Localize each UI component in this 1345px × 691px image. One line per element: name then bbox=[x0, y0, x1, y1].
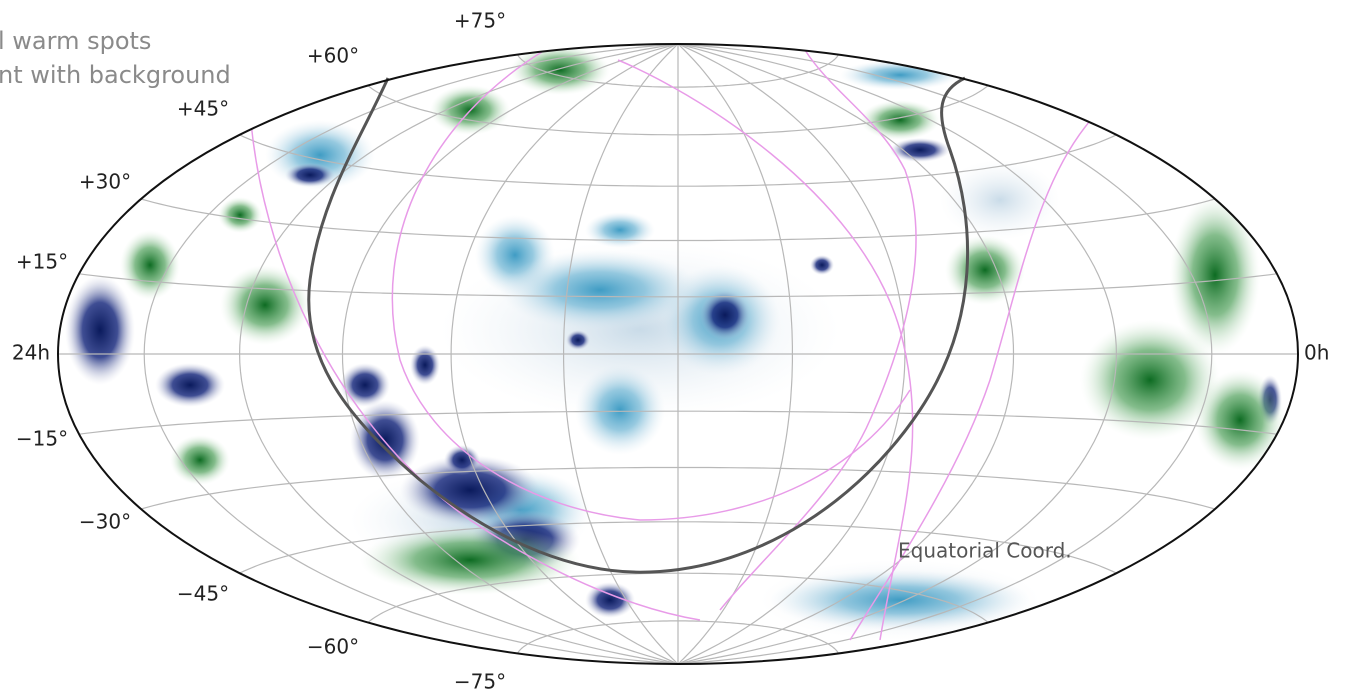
ra-label: 24h bbox=[12, 341, 50, 365]
lat-label: +45° bbox=[177, 97, 229, 121]
intensity-spot bbox=[585, 212, 655, 248]
lat-label: +15° bbox=[16, 250, 68, 274]
intensity-spot bbox=[285, 163, 335, 187]
intensity-spot bbox=[170, 435, 230, 485]
intensity-spot bbox=[360, 525, 580, 595]
intensity-spot bbox=[575, 365, 665, 455]
intensity-spot bbox=[218, 197, 262, 233]
intensity-spot bbox=[120, 230, 180, 300]
caption-fragment: nt with background bbox=[0, 61, 231, 89]
ra-label: 0h bbox=[1304, 341, 1329, 365]
intensity-spot bbox=[810, 255, 834, 275]
lat-label: +30° bbox=[79, 170, 131, 194]
intensity-spot bbox=[65, 275, 135, 385]
intensity-spot bbox=[155, 363, 225, 407]
lat-label: −75° bbox=[454, 670, 506, 691]
intensity-spot bbox=[500, 250, 700, 330]
intensity-spot bbox=[220, 265, 310, 345]
coord-label: Equatorial Coord. bbox=[898, 539, 1072, 563]
lat-label: −45° bbox=[177, 582, 229, 606]
lat-label: −30° bbox=[79, 510, 131, 534]
intensity-spot bbox=[700, 290, 750, 340]
lat-label: −60° bbox=[307, 635, 359, 659]
caption-fragment: l warm spots bbox=[0, 27, 151, 55]
intensity-spot bbox=[566, 330, 590, 350]
sky-map: l warm spots nt with background Equatori… bbox=[0, 0, 1345, 691]
lat-label: +75° bbox=[454, 9, 506, 33]
lat-label: −15° bbox=[16, 427, 68, 451]
intensity-spot bbox=[410, 345, 440, 385]
lat-label: +60° bbox=[307, 44, 359, 68]
